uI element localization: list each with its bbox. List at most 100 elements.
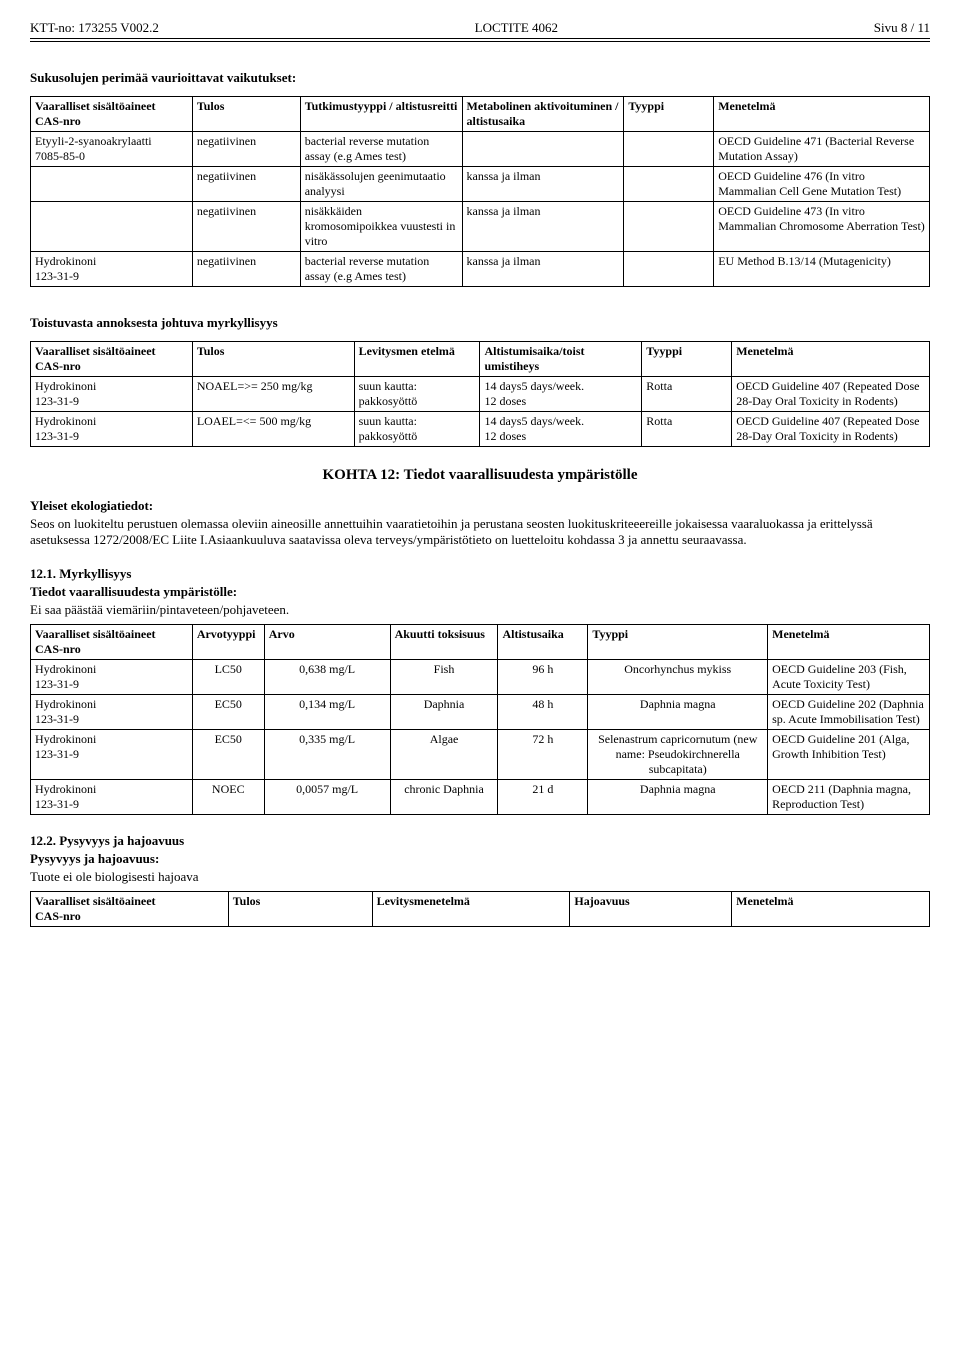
col-header: Arvo — [264, 625, 390, 660]
table-cell: chronic Daphnia — [390, 780, 498, 815]
table-cell: nisäkkäiden kromosomipoikkea vuustesti i… — [300, 202, 462, 252]
table-cell: Etyyli-2-syanoakrylaatti7085-85-0 — [31, 132, 193, 167]
section-12-title: KOHTA 12: Tiedot vaarallisuudesta ympäri… — [30, 467, 930, 484]
table-cell: Oncorhynchus mykiss — [588, 660, 768, 695]
table-cell: 96 h — [498, 660, 588, 695]
col-header: Tulos — [192, 342, 354, 377]
table-row: Etyyli-2-syanoakrylaatti7085-85-0negatii… — [31, 132, 930, 167]
table-cell: OECD Guideline 203 (Fish, Acute Toxicity… — [768, 660, 930, 695]
table-cell: negatiivinen — [192, 132, 300, 167]
table-cell: OECD Guideline 407 (Repeated Dose 28-Day… — [732, 412, 930, 447]
table-cell — [462, 132, 624, 167]
table-cell: bacterial reverse mutation assay (e.g Am… — [300, 252, 462, 287]
table-cell: Hydrokinoni123-31-9 — [31, 780, 193, 815]
table-cell: Rotta — [642, 412, 732, 447]
col-header: Vaaralliset sisältöaineetCAS-nro — [31, 892, 229, 927]
col-header: Vaaralliset sisältöaineetCAS-nro — [31, 97, 193, 132]
table-row: Hydrokinoni123-31-9LOAEL=<= 500 mg/kgsuu… — [31, 412, 930, 447]
table-cell: Hydrokinoni123-31-9 — [31, 695, 193, 730]
table-cell — [624, 132, 714, 167]
col-header: Tyyppi — [624, 97, 714, 132]
col-header: Tulos — [228, 892, 372, 927]
table-cell: 0,335 mg/L — [264, 730, 390, 780]
table-cell: kanssa ja ilman — [462, 252, 624, 287]
table-cell: 0,638 mg/L — [264, 660, 390, 695]
table-cell — [31, 167, 193, 202]
table-cell: OECD Guideline 202 (Daphnia sp. Acute Im… — [768, 695, 930, 730]
header-left: KTT-no: 173255 V002.2 — [30, 20, 159, 36]
table-row: Hydrokinoni123-31-9LC500,638 mg/LFish96 … — [31, 660, 930, 695]
tox-text: Ei saa päästää viemäriin/pintaveteen/poh… — [30, 602, 930, 618]
table-cell: 72 h — [498, 730, 588, 780]
col-header: Tyyppi — [588, 625, 768, 660]
table-cell: negatiivinen — [192, 252, 300, 287]
col-header: Arvotyyppi — [192, 625, 264, 660]
table-cell — [31, 202, 193, 252]
col-header: Vaaralliset sisältöaineetCAS-nro — [31, 342, 193, 377]
table-cell: kanssa ja ilman — [462, 167, 624, 202]
table-cell: OECD 211 (Daphnia magna, Reproduction Te… — [768, 780, 930, 815]
table-cell: 21 d — [498, 780, 588, 815]
table-cell: bacterial reverse mutation assay (e.g Am… — [300, 132, 462, 167]
tox-heading: 12.1. Myrkyllisyys — [30, 566, 930, 582]
tox-table: Vaaralliset sisältöaineetCAS-nroArvotyyp… — [30, 624, 930, 815]
table-cell: OECD Guideline 471 (Bacterial Reverse Mu… — [714, 132, 930, 167]
col-header: Altistumisaika/toist umistiheys — [480, 342, 642, 377]
table-row: negatiivinennisäkässolujen geenimutaatio… — [31, 167, 930, 202]
col-header: Levitysmenetelmä — [372, 892, 570, 927]
table-cell: nisäkässolujen geenimutaatio analyysi — [300, 167, 462, 202]
col-header: Vaaralliset sisältöaineetCAS-nro — [31, 625, 193, 660]
persist-text: Tuote ei ole biologisesti hajoava — [30, 869, 930, 885]
table-cell: OECD Guideline 201 (Alga, Growth Inhibit… — [768, 730, 930, 780]
table-cell: LC50 — [192, 660, 264, 695]
table-row: Hydrokinoni123-31-9negatiivinenbacterial… — [31, 252, 930, 287]
table-cell: 14 days5 days/week.12 doses — [480, 412, 642, 447]
table-cell: OECD Guideline 473 (In vitro Mammalian C… — [714, 202, 930, 252]
table-row: Hydrokinoni123-31-9EC500,335 mg/LAlgae72… — [31, 730, 930, 780]
header-center: LOCTITE 4062 — [475, 20, 558, 36]
table-cell: 0,134 mg/L — [264, 695, 390, 730]
col-header: Menetelmä — [714, 97, 930, 132]
col-header: Tulos — [192, 97, 300, 132]
table-cell: EC50 — [192, 730, 264, 780]
repeated-table: Vaaralliset sisältöaineetCAS-nroTulosLev… — [30, 341, 930, 447]
eco-label: Yleiset ekologiatiedot: — [30, 498, 153, 513]
header-rule-1 — [30, 38, 930, 39]
table-cell: Fish — [390, 660, 498, 695]
table-cell — [624, 202, 714, 252]
germ-table: Vaaralliset sisältöaineetCAS-nroTulosTut… — [30, 96, 930, 287]
persist-table: Vaaralliset sisältöaineetCAS-nroTulosLev… — [30, 891, 930, 927]
header-rule-2 — [30, 41, 930, 42]
table-cell: Hydrokinoni123-31-9 — [31, 377, 193, 412]
table-row: negatiivinennisäkkäiden kromosomipoikkea… — [31, 202, 930, 252]
table-row: Hydrokinoni123-31-9NOEC0,0057 mg/Lchroni… — [31, 780, 930, 815]
table-cell: negatiivinen — [192, 202, 300, 252]
table-row: Hydrokinoni123-31-9NOAEL=>= 250 mg/kgsuu… — [31, 377, 930, 412]
table-row: Hydrokinoni123-31-9EC500,134 mg/LDaphnia… — [31, 695, 930, 730]
table-cell: Selenastrum capricornutum (new name: Pse… — [588, 730, 768, 780]
table-cell: OECD Guideline 476 (In vitro Mammalian C… — [714, 167, 930, 202]
table-cell: 14 days5 days/week.12 doses — [480, 377, 642, 412]
table-cell: 48 h — [498, 695, 588, 730]
persist-heading: 12.2. Pysyvyys ja hajoavuus — [30, 833, 930, 849]
table-cell: NOAEL=>= 250 mg/kg — [192, 377, 354, 412]
table-cell — [624, 252, 714, 287]
table-cell: OECD Guideline 407 (Repeated Dose 28-Day… — [732, 377, 930, 412]
table-cell: Hydrokinoni123-31-9 — [31, 412, 193, 447]
tox-label: Tiedot vaarallisuudesta ympäristölle: — [30, 584, 237, 599]
table-cell: EC50 — [192, 695, 264, 730]
table-cell: suun kautta: pakkosyöttö — [354, 412, 480, 447]
table-cell: negatiivinen — [192, 167, 300, 202]
table-cell: 0,0057 mg/L — [264, 780, 390, 815]
col-header: Tyyppi — [642, 342, 732, 377]
eco-text: Seos on luokiteltu perustuen olemassa ol… — [30, 516, 930, 548]
col-header: Menetelmä — [732, 342, 930, 377]
table-cell: Rotta — [642, 377, 732, 412]
col-header: Hajoavuus — [570, 892, 732, 927]
col-header: Altistusaika — [498, 625, 588, 660]
col-header: Menetelmä — [768, 625, 930, 660]
table-cell: kanssa ja ilman — [462, 202, 624, 252]
table-cell: NOEC — [192, 780, 264, 815]
table-cell: Daphnia magna — [588, 780, 768, 815]
header-right: Sivu 8 / 11 — [874, 20, 930, 36]
